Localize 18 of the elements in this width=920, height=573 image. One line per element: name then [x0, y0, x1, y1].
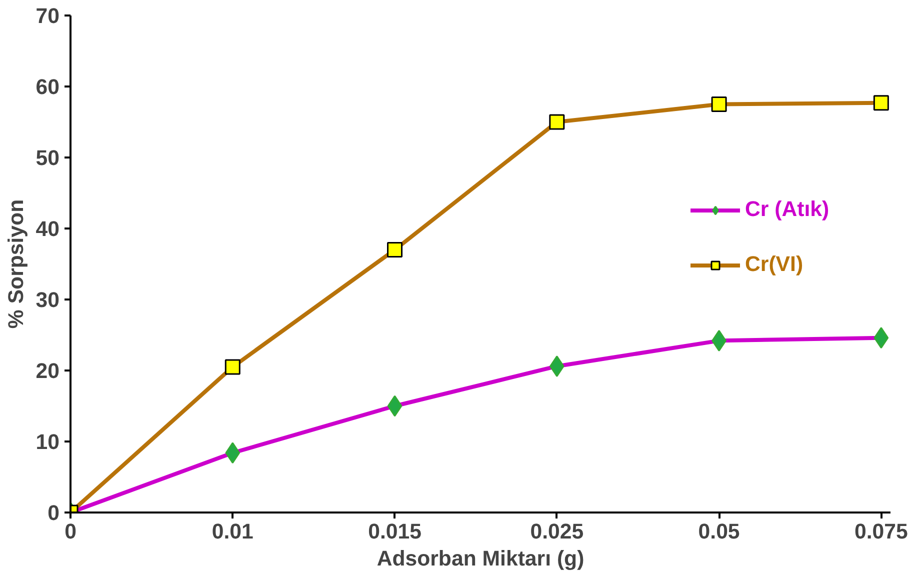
y-tick-label: 40 [36, 217, 60, 241]
y-tick-label: 70 [36, 4, 60, 28]
legend-label: Cr (Atık) [745, 197, 830, 222]
x-tick-label: 0.075 [854, 520, 908, 544]
y-tick-label: 30 [36, 288, 60, 312]
x-axis-title: Adsorban Miktarı (g) [376, 546, 584, 570]
x-tick-label: 0.01 [212, 520, 254, 544]
y-tick-label: 50 [36, 146, 60, 170]
y-axis-title: % Sorpsiyon [4, 199, 28, 329]
y-tick-label: 10 [36, 430, 60, 454]
legend-label: Cr(VI) [745, 252, 804, 277]
y-tick-label: 20 [36, 359, 60, 383]
y-tick-label: 60 [36, 75, 60, 99]
x-tick-label: 0.05 [698, 520, 740, 544]
y-tick-label: 0 [48, 501, 60, 525]
x-tick-label: 0.015 [368, 520, 422, 544]
x-tick-label: 0 [64, 520, 76, 544]
x-tick-label: 0.025 [530, 520, 584, 544]
